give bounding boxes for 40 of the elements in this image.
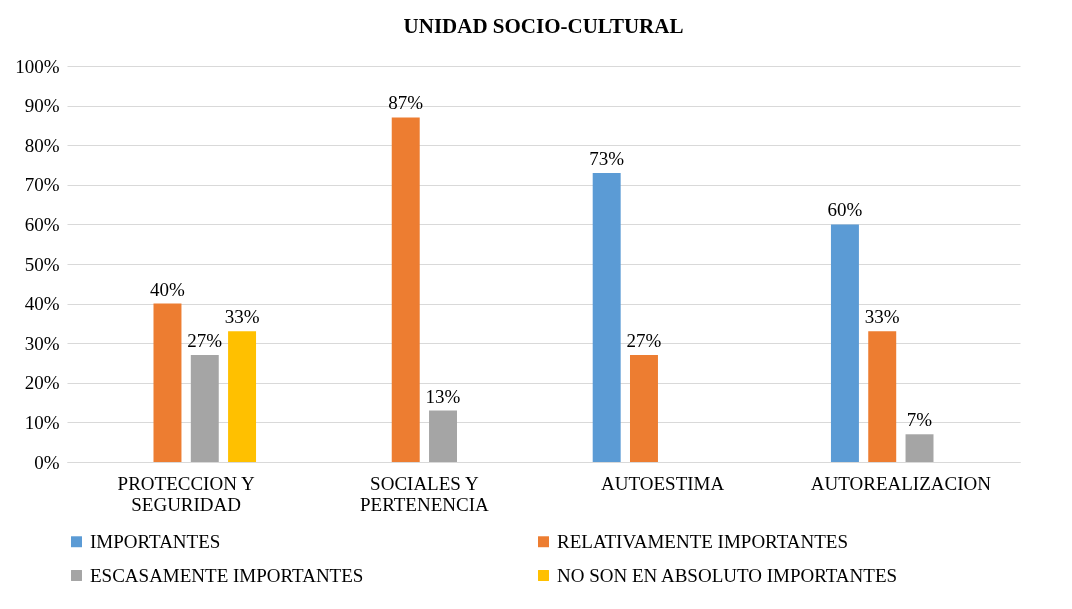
x-tick-label: AUTOREALIZACION <box>810 472 992 494</box>
data-label: 87% <box>388 92 424 114</box>
legend-label: NO SON EN ABSOLUTO IMPORTANTES <box>557 564 898 586</box>
bar <box>592 172 621 462</box>
data-label: 73% <box>589 147 625 169</box>
chart-title: UNIDAD SOCIO-CULTURAL <box>403 14 684 38</box>
legend-label: RELATIVAMENTE IMPORTANTES <box>557 530 848 552</box>
bar <box>630 355 658 462</box>
data-label: 33% <box>224 306 260 328</box>
bar <box>429 410 457 462</box>
legend-label: IMPORTANTES <box>90 530 221 552</box>
bar <box>391 117 420 462</box>
y-tick-label: 90% <box>24 95 60 117</box>
data-label: 27% <box>187 330 223 352</box>
y-tick-label: 30% <box>24 332 60 354</box>
data-label: 60% <box>827 199 863 221</box>
y-tick-label: 80% <box>24 134 60 156</box>
y-tick-label: 50% <box>24 253 60 275</box>
bar <box>830 224 859 462</box>
y-tick-label: 100% <box>15 55 60 77</box>
bar <box>153 303 182 462</box>
x-tick-label: PROTECCION Y SEGURIDAD <box>117 472 255 515</box>
y-tick-label: 70% <box>24 174 60 196</box>
legend-label: ESCASAMENTE IMPORTANTES <box>90 564 364 586</box>
data-label: 33% <box>864 306 900 328</box>
data-label: 7% <box>906 409 933 431</box>
y-tick-label: 10% <box>24 411 60 433</box>
y-tick-label: 60% <box>24 213 60 235</box>
bar <box>190 355 219 462</box>
y-tick-label: 40% <box>24 293 60 315</box>
x-tick-label: AUTOESTIMA <box>601 472 725 494</box>
y-tick-label: 20% <box>24 372 60 394</box>
data-label: 40% <box>150 278 186 300</box>
bar <box>228 331 257 462</box>
data-label: 13% <box>425 385 461 407</box>
x-tick-label: SOCIALES Y PERTENENCIA <box>360 472 489 515</box>
y-tick-label: 0% <box>34 451 60 473</box>
data-label: 27% <box>626 330 662 352</box>
bar <box>868 331 897 462</box>
bar <box>905 434 934 462</box>
